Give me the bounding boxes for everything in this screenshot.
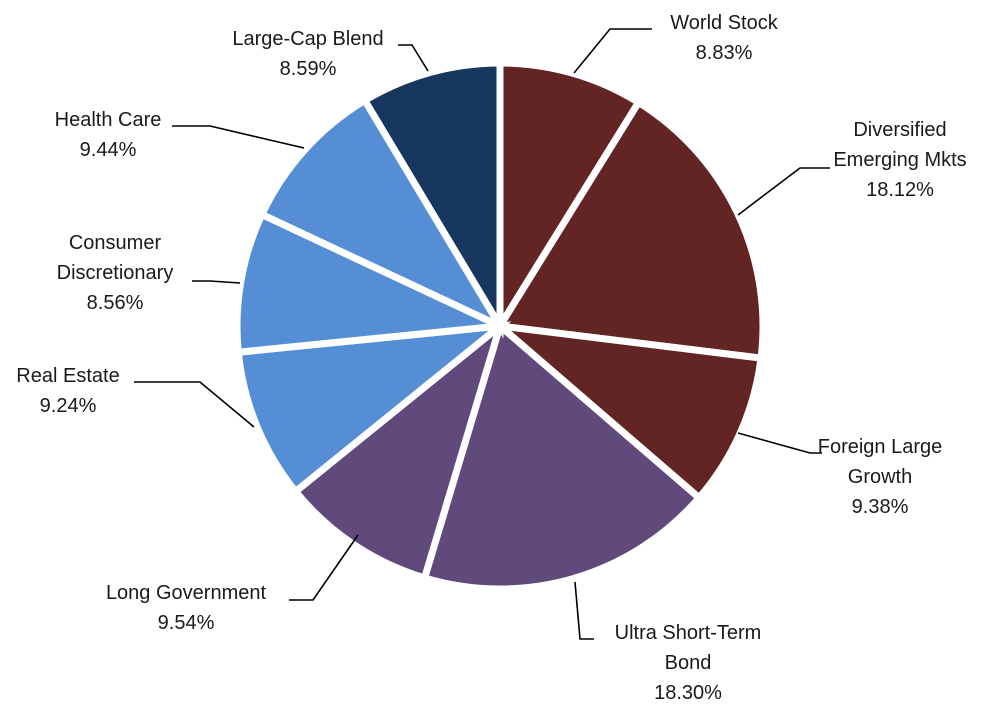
slice-name: Growth — [848, 466, 912, 488]
slice-label: Consumer Discretionary 8.56% — [57, 232, 174, 314]
leader-line — [172, 125, 305, 149]
slice-value: 8.59% — [280, 58, 337, 80]
slice-name: Emerging Mkts — [833, 149, 966, 171]
slice-label: Real Estate 9.24% — [16, 365, 119, 417]
pie-slice — [290, 316, 507, 583]
slice-name: Diversified — [853, 119, 946, 141]
slice-name: Real Estate — [16, 365, 119, 387]
leader-line — [134, 381, 255, 428]
slice-label: Diversified Emerging Mkts 18.12% — [833, 119, 966, 201]
slice-label: Long Government 9.54% — [106, 582, 267, 634]
leader-line — [289, 534, 359, 601]
leader-lines — [134, 28, 830, 640]
pie-slice — [494, 97, 767, 363]
slice-value: 9.54% — [158, 612, 215, 634]
slice-name: Foreign Large — [818, 436, 943, 458]
pie-slice — [360, 59, 504, 339]
slice-label: Foreign Large Growth 9.38% — [818, 436, 943, 518]
leader-line — [398, 44, 429, 72]
slice-value: 18.30% — [654, 682, 722, 704]
slice-value: 8.83% — [696, 42, 753, 64]
slice-value: 9.38% — [852, 496, 909, 518]
slice-value: 9.44% — [80, 139, 137, 161]
pie-slices — [233, 59, 767, 593]
leader-line — [574, 581, 594, 640]
slice-label: World Stock 8.83% — [670, 12, 778, 64]
leader-line — [192, 280, 241, 284]
slice-value: 9.24% — [40, 395, 97, 417]
slice-labels: World Stock 8.83% Diversified Emerging Mkts… — [16, 12, 966, 704]
slice-name: Bond — [665, 652, 712, 674]
slice-label: Ultra Short-Term Bond 18.30% — [615, 622, 762, 704]
pie-slice — [488, 321, 765, 503]
pie-slice — [257, 95, 509, 335]
pie-slice — [234, 321, 512, 497]
slice-name: Consumer — [69, 232, 162, 254]
slice-label: Health Care 9.44% — [55, 109, 162, 161]
pie-slice — [233, 209, 513, 357]
slice-name: World Stock — [670, 12, 778, 34]
slice-value: 8.56% — [87, 292, 144, 314]
slice-value: 18.12% — [866, 179, 934, 201]
slice-label: Large-Cap Blend 8.59% — [232, 28, 383, 80]
slice-name: Large-Cap Blend — [232, 28, 383, 50]
slice-name: Discretionary — [57, 262, 174, 284]
pie-slice — [420, 319, 705, 593]
leader-line — [737, 432, 822, 454]
slice-name: Long Government — [106, 582, 267, 604]
leader-line — [737, 167, 830, 216]
pie-slice — [496, 59, 644, 339]
slice-name: Ultra Short-Term — [615, 622, 762, 644]
slice-name: Health Care — [55, 109, 162, 131]
leader-line — [573, 28, 652, 74]
